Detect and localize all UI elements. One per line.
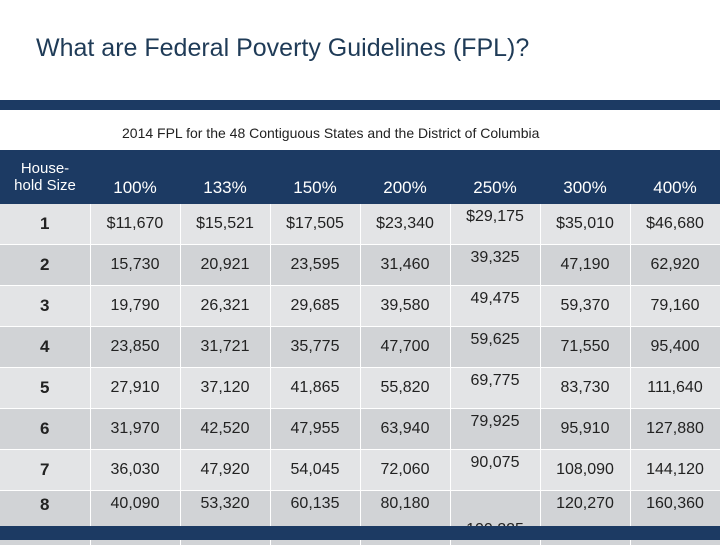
income-cell: 31,460 (360, 244, 451, 286)
income-cell: 49,475 (450, 285, 541, 327)
household-size-cell: 4 (0, 326, 91, 368)
income-cell: 127,880 (630, 408, 720, 450)
table-row: 2 15,730 20,921 23,595 31,460 39,325 47,190 62,… (0, 244, 720, 286)
column-header-percent: 400% (630, 150, 720, 204)
table-row: 5 27,910 37,120 41,865 55,820 69,775 83,730 111… (0, 367, 720, 409)
income-cell: 55,820 (360, 367, 451, 409)
income-cell: 54,045 (270, 449, 361, 491)
column-header-percent: 150% (270, 150, 360, 204)
income-cell: 59,370 (540, 285, 631, 327)
household-size-cell: 5 (0, 367, 91, 409)
table-row: 6 31,970 42,520 47,955 63,940 79,925 95,910 127… (0, 408, 720, 450)
income-cell: 72,060 (360, 449, 451, 491)
page-title: What are Federal Poverty Guidelines (FPL… (36, 34, 530, 62)
income-cell: 27,910 (90, 367, 181, 409)
household-size-cell: 3 (0, 285, 91, 327)
fpl-table: House-hold Size 100% 133% 150% 200% 250% 300% 4… (0, 150, 720, 546)
table-body: 1 $11,670 $15,521 $17,505 $23,340 $29,175 $35,… (0, 204, 720, 546)
bottom-bar (0, 526, 720, 540)
income-cell: 31,970 (90, 408, 181, 450)
column-header-percent: 100% (90, 150, 180, 204)
income-cell: 23,595 (270, 244, 361, 286)
income-cell: 31,721 (180, 326, 271, 368)
income-cell: 62,920 (630, 244, 720, 286)
income-cell: 69,775 (450, 367, 541, 409)
income-cell: 47,955 (270, 408, 361, 450)
top-divider-bar (0, 100, 720, 110)
column-header-percent: 200% (360, 150, 450, 204)
income-cell: 59,625 (450, 326, 541, 368)
income-cell: 41,865 (270, 367, 361, 409)
income-cell: 20,921 (180, 244, 271, 286)
household-size-cell: 1 (0, 204, 91, 245)
income-cell: 35,775 (270, 326, 361, 368)
income-cell: 37,120 (180, 367, 271, 409)
income-cell: 29,685 (270, 285, 361, 327)
income-cell: 90,075 (450, 449, 541, 491)
income-cell: 144,120 (630, 449, 720, 491)
income-cell: 39,580 (360, 285, 451, 327)
income-cell: 39,325 (450, 244, 541, 286)
income-cell: $23,340 (360, 204, 451, 245)
income-cell: 36,030 (90, 449, 181, 491)
income-cell: 47,920 (180, 449, 271, 491)
income-cell: 111,640 (630, 367, 720, 409)
income-cell: 47,700 (360, 326, 451, 368)
table-row: 7 36,030 47,920 54,045 72,060 90,075 108,090 14… (0, 449, 720, 491)
income-cell: 108,090 (540, 449, 631, 491)
household-size-cell: 7 (0, 449, 91, 491)
table-row: 1 $11,670 $15,521 $17,505 $23,340 $29,175 $35,… (0, 204, 720, 245)
income-cell: $11,670 (90, 204, 181, 245)
income-cell: 79,925 (450, 408, 541, 450)
column-header-percent: 250% (450, 150, 540, 204)
income-cell: 83,730 (540, 367, 631, 409)
table-header-row: House-hold Size 100% 133% 150% 200% 250% 300% 4… (0, 150, 720, 204)
household-size-cell: 2 (0, 244, 91, 286)
income-cell: $35,010 (540, 204, 631, 245)
income-cell: 15,730 (90, 244, 181, 286)
income-cell: 79,160 (630, 285, 720, 327)
fpl-table-container: House-hold Size 100% 133% 150% 200% 250% 300% 4… (0, 150, 720, 546)
column-header-percent: 300% (540, 150, 630, 204)
table-caption: 2014 FPL for the 48 Contiguous States an… (122, 125, 540, 141)
income-cell: 71,550 (540, 326, 631, 368)
income-cell: $17,505 (270, 204, 361, 245)
income-cell: $46,680 (630, 204, 720, 245)
column-header-household-size: House-hold Size (0, 150, 90, 204)
income-cell: 95,400 (630, 326, 720, 368)
income-cell: 47,190 (540, 244, 631, 286)
income-cell: 95,910 (540, 408, 631, 450)
income-cell: 63,940 (360, 408, 451, 450)
table-row: 3 19,790 26,321 29,685 39,580 49,475 59,370 79,… (0, 285, 720, 327)
household-size-cell: 6 (0, 408, 91, 450)
income-cell: 26,321 (180, 285, 271, 327)
income-cell: 42,520 (180, 408, 271, 450)
table-row: 4 23,850 31,721 35,775 47,700 59,625 71,550 95,… (0, 326, 720, 368)
income-cell: $29,175 (450, 204, 541, 245)
column-header-percent: 133% (180, 150, 270, 204)
income-cell: 19,790 (90, 285, 181, 327)
income-cell: $15,521 (180, 204, 271, 245)
income-cell: 23,850 (90, 326, 181, 368)
